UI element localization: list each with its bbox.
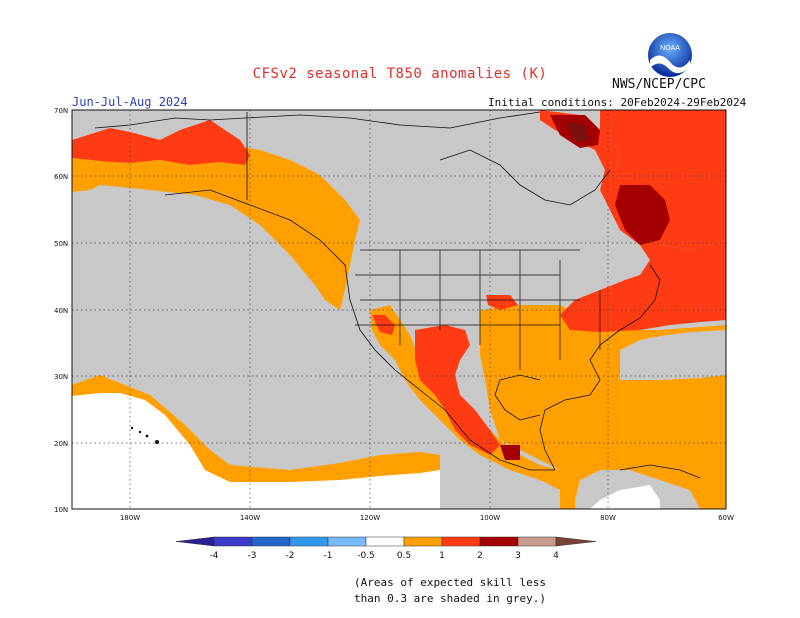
lat-label-40n: 40N — [54, 307, 68, 315]
lon-label-140w: 140W — [240, 514, 260, 522]
lat-label-30n: 30N — [54, 373, 68, 381]
lon-label-120w: 120W — [360, 514, 380, 522]
orange-region-alaska-south — [72, 158, 245, 192]
footnote: (Areas of expected skill less than 0.3 a… — [353, 576, 547, 605]
noaa-logo-text: NOAA — [660, 45, 680, 52]
colorbar-bin-1 — [213, 536, 253, 547]
colorbar-tick-label: 4 — [553, 551, 559, 561]
white-region-caribbean-south — [590, 485, 660, 509]
colorbar-tick-label: 1 — [439, 551, 445, 561]
colorbar-tick-label: 3 — [515, 551, 521, 561]
lat-label-10n: 10N — [54, 506, 68, 514]
colorbar: -4 -3 -2 -1 -0.5 0.5 1 2 3 4 — [175, 536, 597, 561]
colorbar-bin-5 — [365, 536, 405, 547]
red-region-central-plains — [486, 295, 518, 310]
lat-label-50n: 50N — [54, 240, 68, 248]
noaa-logo-icon: NOAA — [648, 33, 692, 77]
colorbar-bin-4 — [327, 536, 367, 547]
lat-label-20n: 20N — [54, 440, 68, 448]
map-title: CFSv2 seasonal T850 anomalies (K) — [252, 66, 548, 82]
colorbar-tick-label: -4 — [210, 551, 219, 561]
maroon-region-hudson-core — [565, 122, 590, 142]
lon-label-80w: 80W — [600, 514, 616, 522]
colorbar-bin-3 — [289, 536, 329, 547]
colorbar-bin-2 — [251, 536, 291, 547]
colorbar-bin-9 — [517, 536, 557, 547]
orange-region-subtropical-pacific — [72, 375, 440, 482]
map-panel — [72, 110, 726, 509]
lon-label-180w: 180W — [120, 514, 140, 522]
darkred-region-southern-mexico — [500, 445, 520, 460]
gridlines — [72, 110, 726, 509]
season-label: Jun-Jul-Aug 2024 — [72, 95, 188, 109]
colorbar-bin-8 — [479, 536, 519, 547]
colorbar-tick-label: -3 — [248, 551, 257, 561]
orange-region-pacific-coast — [72, 145, 360, 310]
lon-axis-labels: 180W 140W 120W 100W 80W 60W — [120, 514, 734, 522]
lon-label-100w: 100W — [480, 514, 500, 522]
hawaii-islands — [130, 426, 159, 444]
state-borders — [355, 249, 601, 370]
coastlines — [94, 111, 701, 479]
colorbar-tick-label: -0.5 — [357, 551, 375, 561]
colorbar-tick-label: -1 — [324, 551, 333, 561]
red-region-alaska — [72, 120, 250, 165]
agency-label: NWS/NCEP/CPC — [612, 77, 706, 92]
red-region-southwest-us-mexico — [415, 325, 500, 455]
white-region-south-pacific — [72, 392, 440, 509]
colorbar-bin-low-arrow — [175, 536, 215, 547]
colorbar-bin-6 — [403, 536, 443, 547]
lat-axis-labels: 70N 60N 50N 40N 30N 20N 10N — [54, 107, 68, 514]
colorbar-tick-label: -2 — [286, 551, 295, 561]
lat-label-70n: 70N — [54, 107, 68, 115]
colorbar-tick-label: 0.5 — [397, 551, 411, 561]
colorbar-bin-high-arrow — [555, 536, 597, 547]
colorbar-bin-7 — [441, 536, 481, 547]
red-region-eastern-canada — [600, 110, 726, 250]
colorbar-tick-label: 2 — [477, 551, 483, 561]
darkred-region-labrador — [615, 185, 670, 245]
grey-region-western-atlantic — [620, 330, 726, 380]
map-frame — [71, 109, 727, 510]
initial-conditions-label: Initial conditions: 20Feb2024-29Feb2024 — [488, 96, 747, 109]
lon-label-60w: 60W — [718, 514, 734, 522]
lat-label-60n: 60N — [54, 173, 68, 181]
